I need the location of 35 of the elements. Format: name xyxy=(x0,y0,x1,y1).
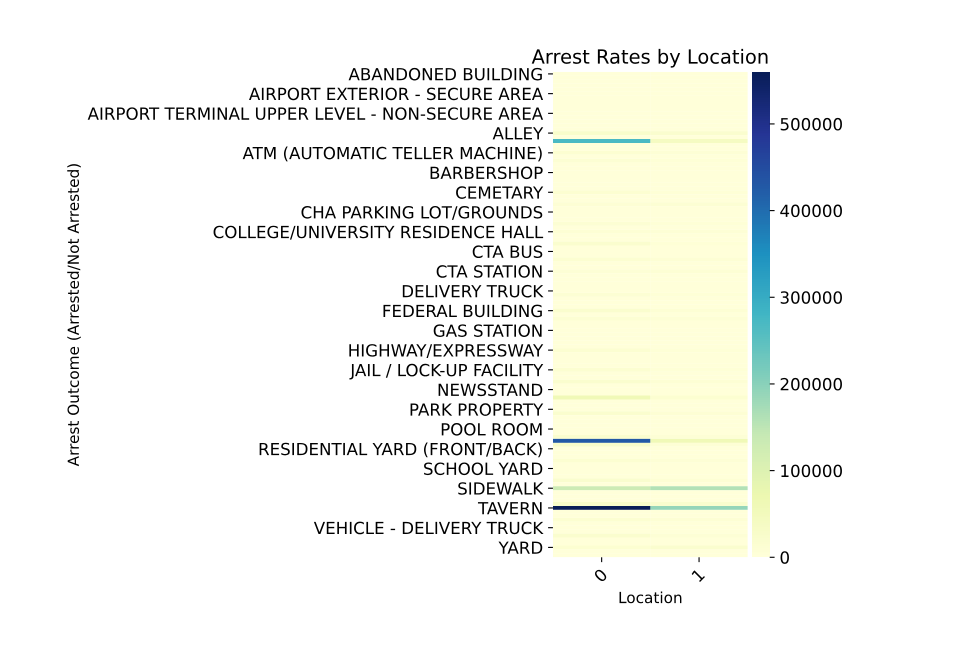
y-tick-label: YARD xyxy=(498,542,542,554)
y-tick-label: CTA STATION xyxy=(436,265,542,278)
y-tick-label: TAVERN xyxy=(478,502,542,514)
y-tick-label: CHA PARKING LOT/GROUNDS xyxy=(302,206,542,220)
y-axis-title: Arrest Outcome (Arrested/Not Arrested) xyxy=(67,164,81,466)
y-tick-label: ATM (AUTOMATIC TELLER MACHINE) xyxy=(242,146,542,162)
x-tick-label: 1 xyxy=(691,568,705,582)
y-tick-label: HIGHWAY/EXPRESSWAY xyxy=(349,344,544,358)
chart-title: Arrest Rates by Location xyxy=(532,48,768,68)
color-bar-label: 100000 xyxy=(781,464,842,478)
y-tick-label: AIRPORT TERMINAL UPPER LEVEL - NON-SECURE AREA xyxy=(88,107,544,120)
y-tick-label: BARBERSHOP xyxy=(430,166,543,180)
y-tick-label: FEDERAL BUILDING xyxy=(384,304,542,318)
y-tick-label: SIDEWALK xyxy=(458,482,544,495)
y-tick-label: RESIDENTIAL YARD (FRONT/BACK) xyxy=(260,442,542,458)
y-tick-label: COLLEGE/UNIVERSITY RESIDENCE HALL xyxy=(214,226,544,240)
y-tick-label: GAS STATION xyxy=(434,324,542,337)
y-tick-label: ABANDONED BUILDING xyxy=(348,68,542,80)
y-tick-label: DELIVERY TRUCK xyxy=(402,284,544,298)
y-tick-label: JAIL / LOCK-UP FACILITY xyxy=(349,364,544,380)
y-tick-label: CTA BUS xyxy=(472,245,542,258)
y-tick-label: CEMETARY xyxy=(456,186,544,199)
y-tick-label: POOL ROOM xyxy=(442,423,542,436)
color-bar-label: 400000 xyxy=(780,204,842,218)
y-tick-label: PARK PROPERTY xyxy=(410,403,544,416)
y-tick-label: AIRPORT EXTERIOR - SECURE AREA xyxy=(248,88,544,100)
color-bar-label: 200000 xyxy=(780,378,842,391)
color-bar-label: 0 xyxy=(780,551,789,564)
color-bar-label: 300000 xyxy=(780,291,842,304)
x-axis-title: Location xyxy=(620,591,682,604)
color-bar-label: 500000 xyxy=(780,118,842,130)
y-tick-label: ALLEY xyxy=(492,127,544,140)
y-tick-label: NEWSSTAND xyxy=(438,384,542,396)
y-tick-label: SCHOOL YARD xyxy=(424,462,542,476)
y-tick-label: VEHICLE - DELIVERY TRUCK xyxy=(314,522,544,534)
